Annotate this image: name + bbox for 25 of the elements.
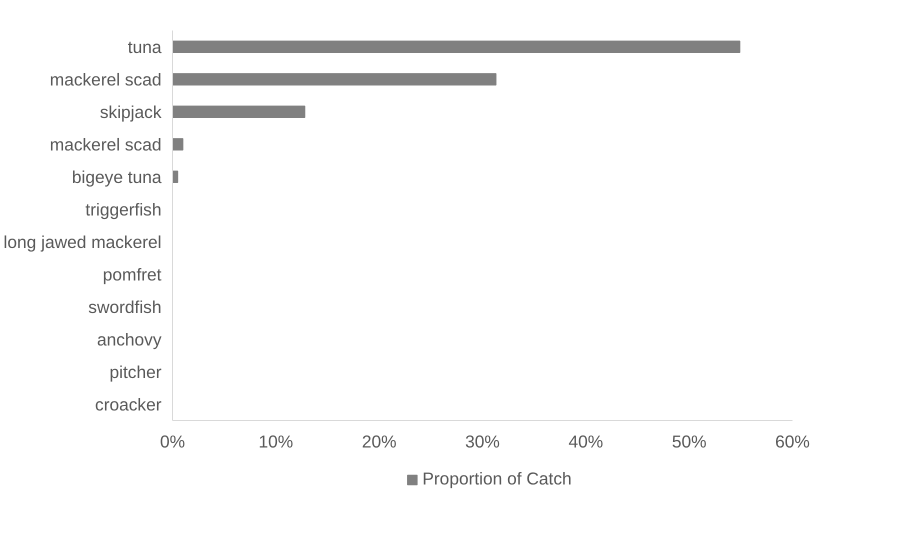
bar (172, 73, 496, 86)
bar (172, 40, 740, 53)
legend-label: Proportion of Catch (422, 468, 572, 490)
y-tick-label: triggerfish (85, 199, 162, 220)
y-tick-label: croacker (95, 394, 162, 414)
bar (172, 170, 178, 183)
y-tick-label: anchovy (96, 329, 162, 350)
y-tick-label: bigeye tuna (72, 166, 162, 187)
x-tick-label: 40% (568, 432, 604, 452)
bar (172, 138, 184, 150)
x-tick-label: 60% (775, 432, 810, 452)
y-tick-label: tuna (128, 36, 162, 57)
x-tick-label: 10% (258, 432, 294, 452)
y-tick-label: mackerel scad (50, 69, 162, 90)
y-tick-label: pomfret (102, 264, 162, 284)
y-tick-label: mackerel scad (50, 134, 162, 154)
y-tick-label: pitcher (109, 362, 162, 382)
x-tick-label: 30% (465, 432, 500, 452)
y-tick-label: swordfish (88, 296, 162, 317)
y-tick-label: long jawed mackerel (4, 232, 162, 252)
x-tick-label: 50% (672, 432, 707, 452)
bar (172, 106, 306, 118)
x-tick-label: 0% (160, 432, 186, 452)
y-tick-label: skipjack (100, 102, 162, 122)
x-tick-label: 20% (362, 432, 397, 452)
